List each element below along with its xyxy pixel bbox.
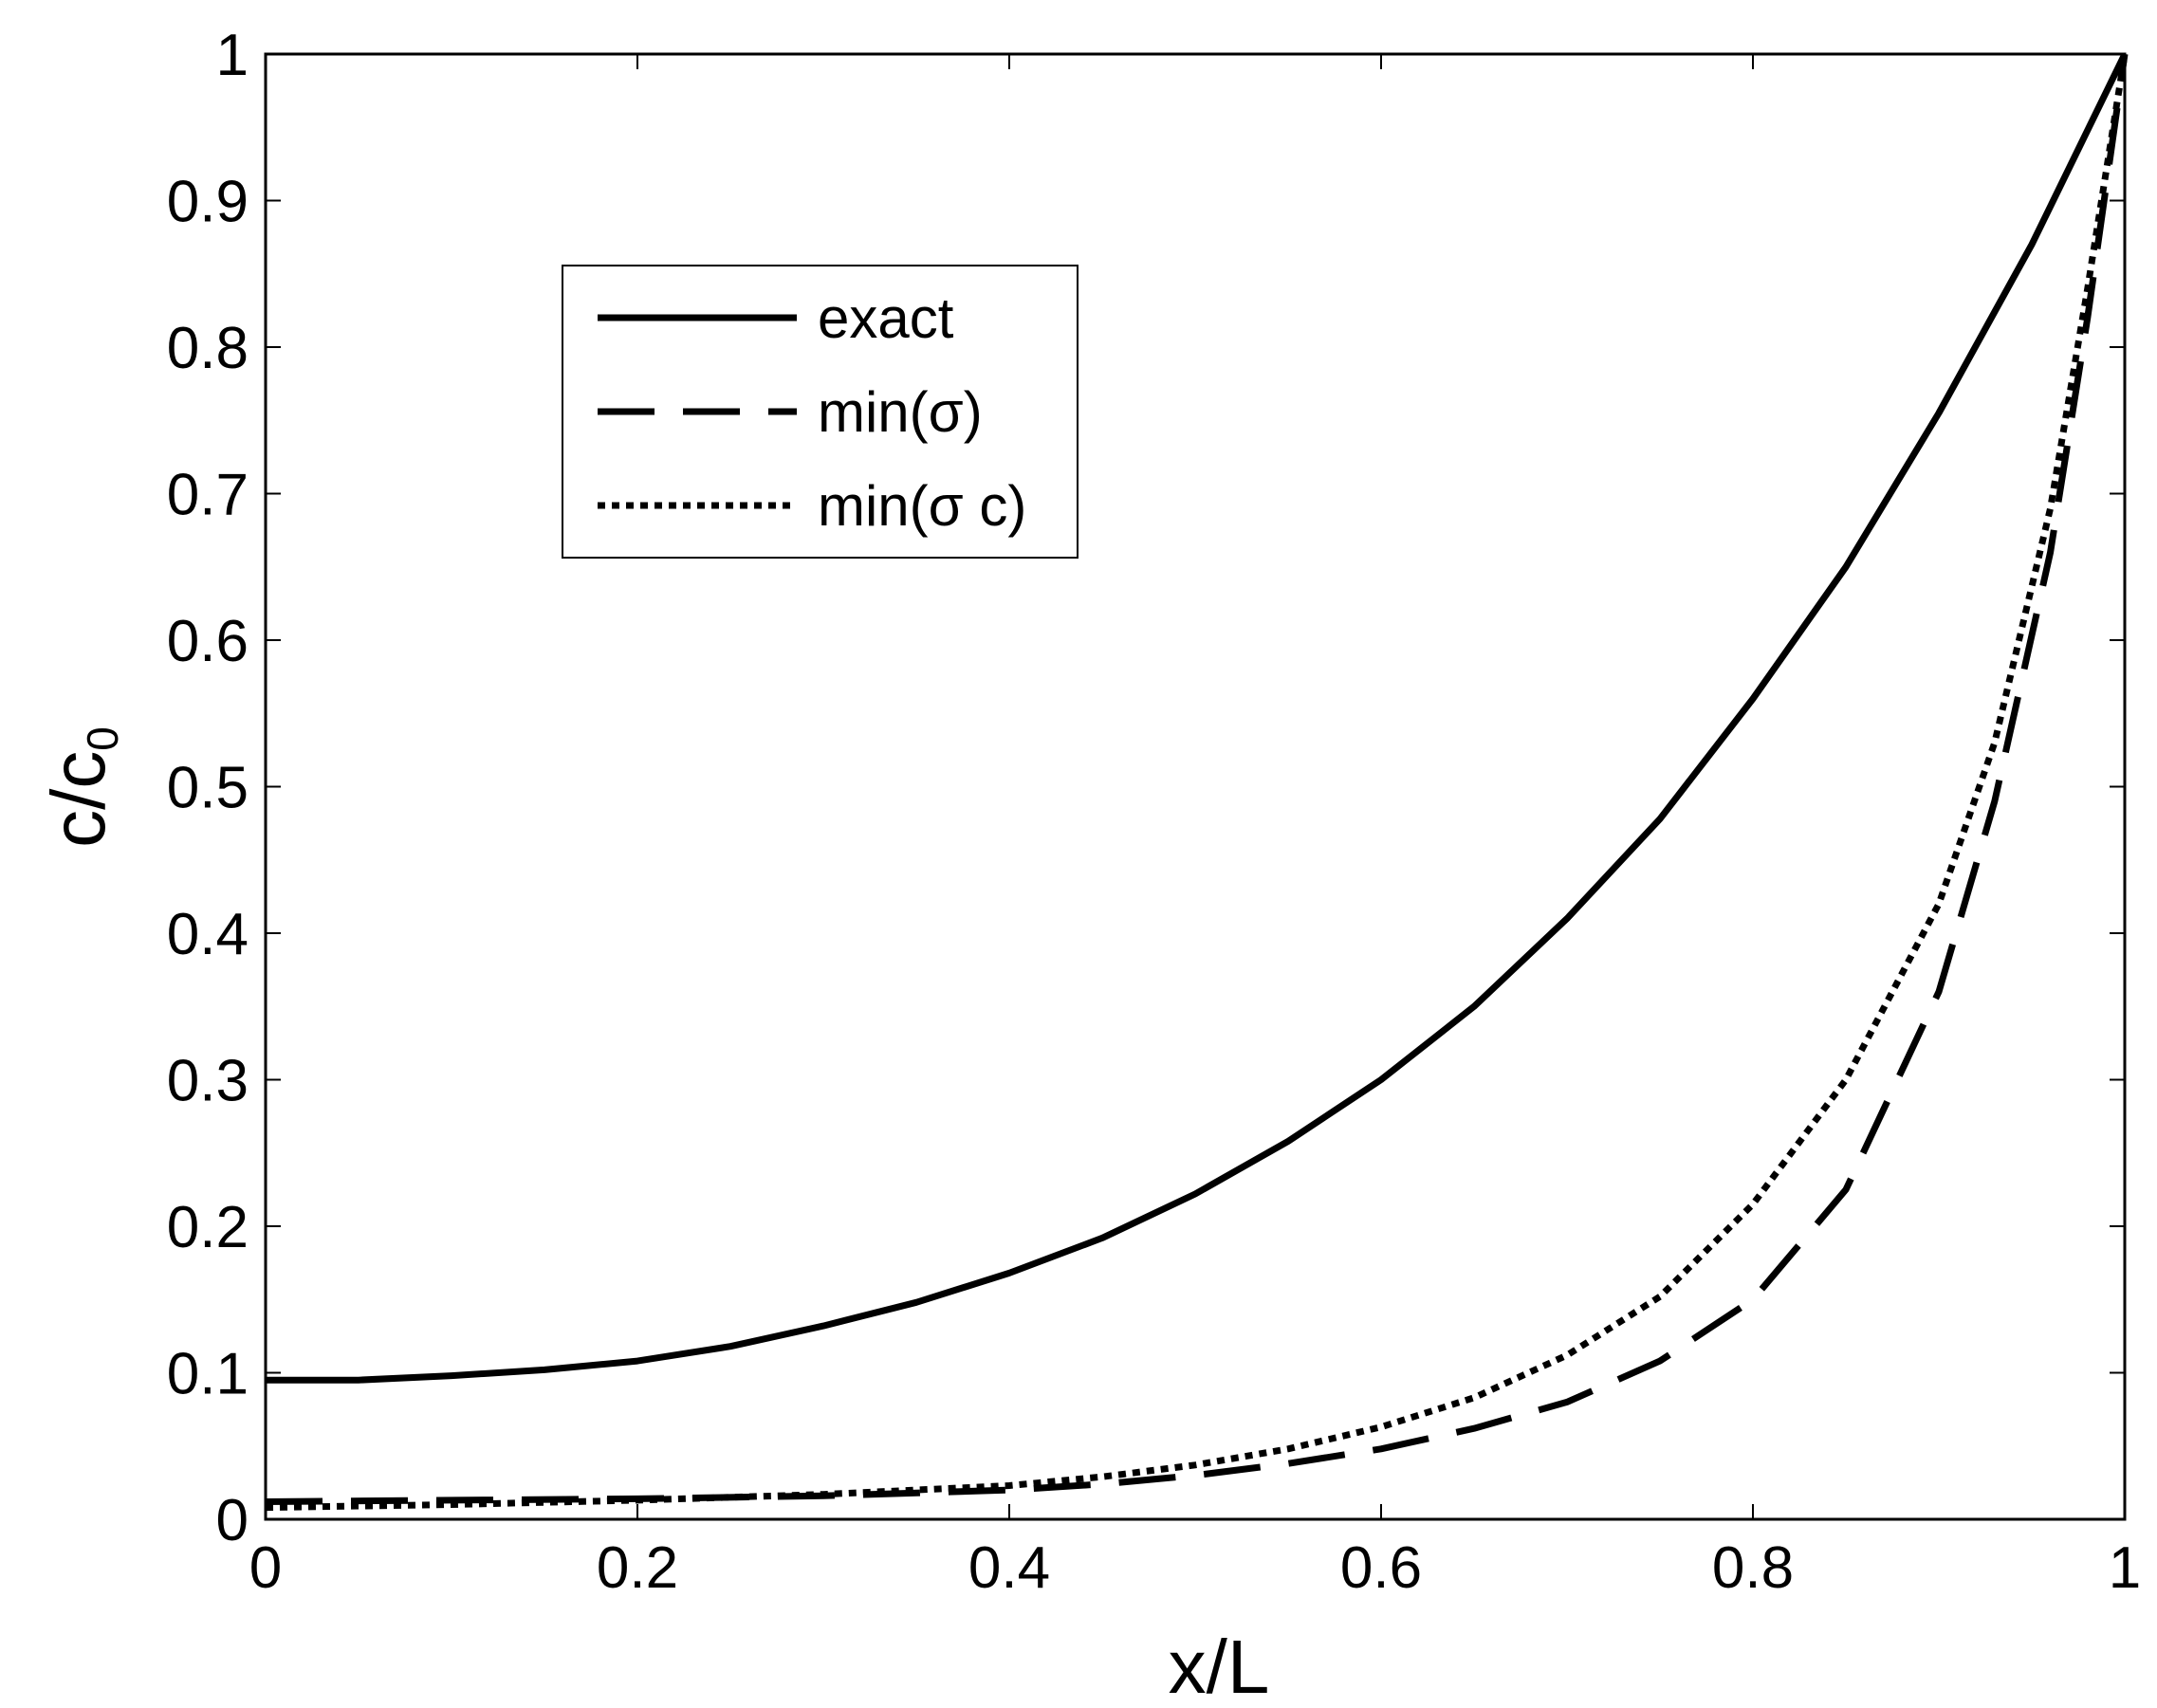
y-tick-label-0: 0 xyxy=(216,1488,249,1553)
x-tick-label-0-6: 0.6 xyxy=(1340,1535,1422,1601)
y-tick-label-0-2: 0.2 xyxy=(167,1195,249,1260)
y-tick-label-0-1: 0.1 xyxy=(167,1342,249,1407)
x-axis-label: x/L xyxy=(1169,1625,1270,1708)
y-tick-label-0-6: 0.6 xyxy=(167,609,249,674)
y-axis-label-subscript: 0 xyxy=(78,726,127,751)
series-layer xyxy=(265,52,2129,1512)
series-min-sigma-c-line xyxy=(265,53,2129,1512)
y-tick-label-0-9: 0.9 xyxy=(167,170,249,235)
x-tick-label-0-2: 0.2 xyxy=(597,1535,678,1601)
y-tick-label-0-3: 0.3 xyxy=(167,1049,249,1114)
y-tick-label-0-7: 0.7 xyxy=(167,463,249,528)
legend-label-min-sigma-c: min(σ c) xyxy=(818,474,1026,538)
y-axis-label: c/c0 xyxy=(36,726,127,848)
y-tick-label-0-4: 0.4 xyxy=(167,902,249,967)
legend: exact min(σ) min(σ c) xyxy=(562,265,1078,559)
legend-label-min-sigma: min(σ) xyxy=(818,380,983,444)
x-tick-label-1: 1 xyxy=(2109,1535,2141,1601)
y-tick-label-1: 1 xyxy=(216,23,249,88)
x-tick-label-0: 0 xyxy=(249,1535,282,1601)
legend-label-exact: exact xyxy=(818,286,954,350)
y-axis: 0 0.1 0.2 0.3 0.4 0.5 0.6 0.7 0.8 0.9 1 xyxy=(167,23,2125,1553)
x-tick-label-0-8: 0.8 xyxy=(1712,1535,1794,1601)
y-axis-label-main: c/c xyxy=(36,751,120,848)
y-tick-label-0-5: 0.5 xyxy=(167,756,249,821)
x-tick-label-0-4: 0.4 xyxy=(968,1535,1050,1601)
x-axis: 0 0.2 0.4 0.6 0.8 1 xyxy=(249,54,2141,1601)
series-exact-line xyxy=(266,52,2129,1384)
y-tick-label-0-8: 0.8 xyxy=(167,316,249,381)
